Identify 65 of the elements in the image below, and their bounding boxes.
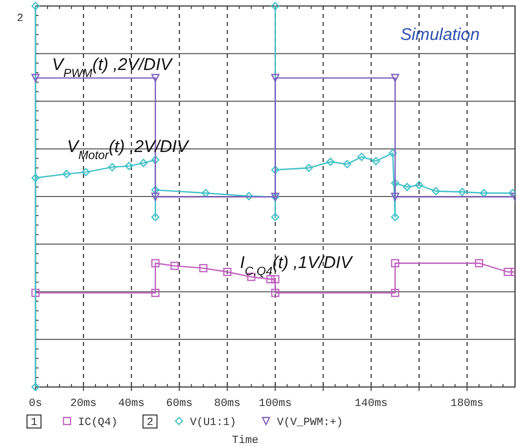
legend-label: V(V_PWM:+) — [277, 417, 344, 429]
point — [151, 192, 160, 201]
x-tick-label: 80ms — [214, 398, 241, 410]
point — [124, 162, 134, 170]
point — [31, 2, 40, 10]
point — [271, 275, 280, 284]
point — [458, 188, 466, 196]
point — [304, 164, 313, 172]
point — [474, 259, 484, 268]
text: 2 — [16, 13, 24, 25]
point — [271, 212, 280, 222]
text: 1 — [30, 417, 38, 429]
x-tick-label: 60ms — [166, 398, 193, 410]
point — [223, 268, 232, 276]
x-tick-label: 20ms — [70, 398, 97, 410]
point — [151, 156, 160, 164]
point — [170, 262, 179, 270]
point — [202, 188, 210, 198]
point — [151, 74, 160, 82]
point — [403, 182, 412, 192]
point — [391, 259, 400, 268]
x-tick-label: 180ms — [450, 398, 484, 410]
x-tick-label: 140ms — [354, 398, 388, 410]
point — [139, 158, 148, 168]
point — [31, 382, 40, 392]
point — [391, 288, 400, 297]
point — [432, 187, 440, 196]
point — [391, 179, 400, 188]
annotation: I$_{C,Q4}$(t) ,1V/DIV — [240, 253, 354, 278]
point — [388, 148, 397, 158]
point — [271, 74, 280, 82]
point — [244, 192, 253, 200]
point — [271, 2, 280, 10]
legend-label: V(U1:1) — [190, 417, 236, 429]
point — [326, 158, 334, 166]
point — [480, 188, 488, 198]
x-tick-label: 40ms — [118, 398, 145, 410]
point — [391, 212, 400, 222]
point — [31, 74, 40, 82]
point — [508, 188, 516, 198]
point — [62, 170, 71, 178]
x-axis-title: Time — [232, 435, 258, 447]
x-tick-label: 100ms — [258, 398, 292, 410]
point — [31, 174, 40, 182]
annotation: V$_{PWM}$(t) ,2V/DIV — [52, 55, 174, 80]
point — [391, 192, 400, 201]
text: 2 — [146, 417, 154, 429]
legend-label: IC(Q4) — [78, 417, 118, 429]
x-tick-label: 0s — [28, 398, 42, 410]
point — [199, 264, 208, 272]
point — [151, 259, 160, 268]
point — [31, 288, 40, 297]
point — [82, 168, 90, 176]
annotation: Simulation — [400, 25, 480, 44]
point — [504, 268, 512, 276]
point — [415, 180, 424, 190]
point — [271, 166, 280, 174]
point — [343, 160, 352, 168]
point — [372, 156, 380, 166]
point — [151, 288, 160, 297]
point — [391, 74, 400, 82]
point — [108, 163, 116, 172]
point — [357, 152, 366, 161]
point — [151, 212, 160, 222]
point — [271, 288, 280, 297]
